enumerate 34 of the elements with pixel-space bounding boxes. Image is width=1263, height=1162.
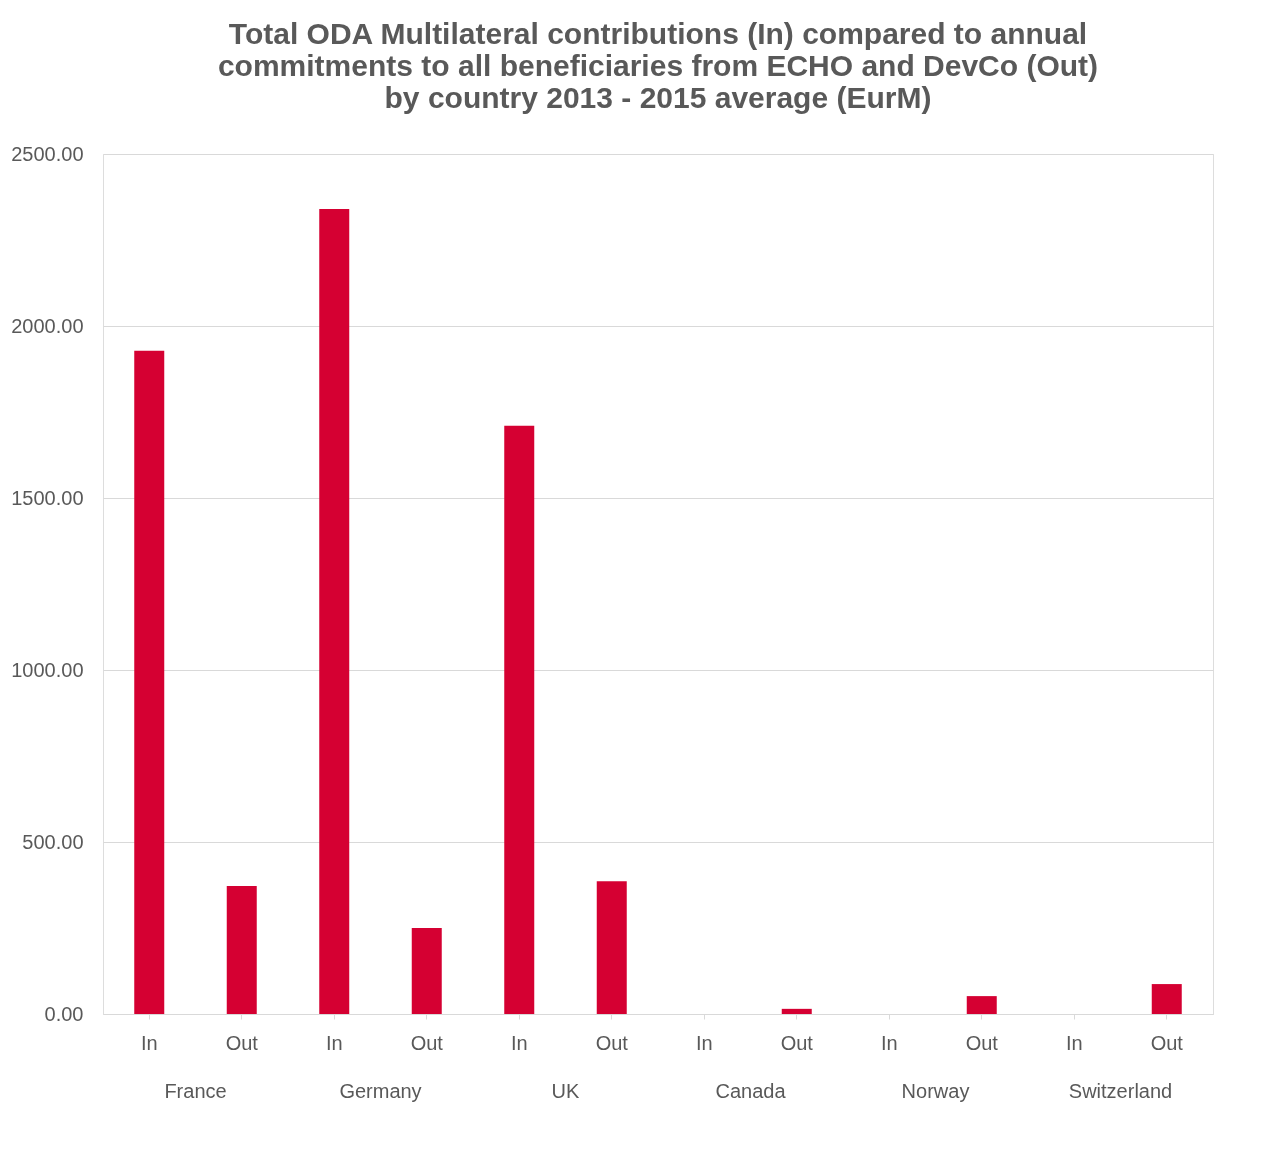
y-tick-label: 2000.00 xyxy=(11,314,84,337)
y-tick-label: 1000.00 xyxy=(11,658,84,681)
y-tick-label: 500.00 xyxy=(22,830,84,853)
x-tick-label: In xyxy=(1065,1031,1083,1054)
text: Canada xyxy=(715,1080,787,1102)
bar xyxy=(781,1008,812,1014)
chart-title: Total ODA Multilateral contributions (In) compared to annual commitments to all beneficiaries from ECHO and DevCo (Out) by country 2013 - 2015 average (EurM) xyxy=(217,17,1099,114)
bar xyxy=(411,928,442,1014)
y-tick-label: 2500.00 xyxy=(11,142,84,165)
x-tick-label: Out xyxy=(1150,1031,1184,1054)
x-tick-label: Out xyxy=(780,1031,814,1054)
x-tick-label: In xyxy=(325,1031,343,1054)
bar xyxy=(1151,984,1182,1014)
x-tick-label: Out xyxy=(410,1031,444,1054)
text: Germany xyxy=(339,1080,422,1102)
x-tick-label: Out xyxy=(595,1031,629,1054)
x-tick-label: In xyxy=(695,1031,713,1054)
bar xyxy=(319,209,350,1014)
x-tick-label: Out xyxy=(225,1031,259,1054)
text: UK xyxy=(551,1080,581,1102)
text: Norway xyxy=(901,1080,970,1102)
y-tick-label: 0.00 xyxy=(44,1002,84,1025)
bar xyxy=(596,881,627,1014)
text: Switzerland xyxy=(1068,1080,1173,1102)
bar xyxy=(134,350,165,1014)
x-tick-label: Out xyxy=(965,1031,999,1054)
x-tick-label: In xyxy=(510,1031,528,1054)
x-tick-label: In xyxy=(880,1031,898,1054)
x-tick-label: In xyxy=(140,1031,158,1054)
y-tick-label: 1500.00 xyxy=(11,486,84,509)
text: France xyxy=(164,1080,227,1102)
bar xyxy=(504,425,535,1014)
bar xyxy=(966,996,997,1014)
bar xyxy=(226,886,257,1014)
